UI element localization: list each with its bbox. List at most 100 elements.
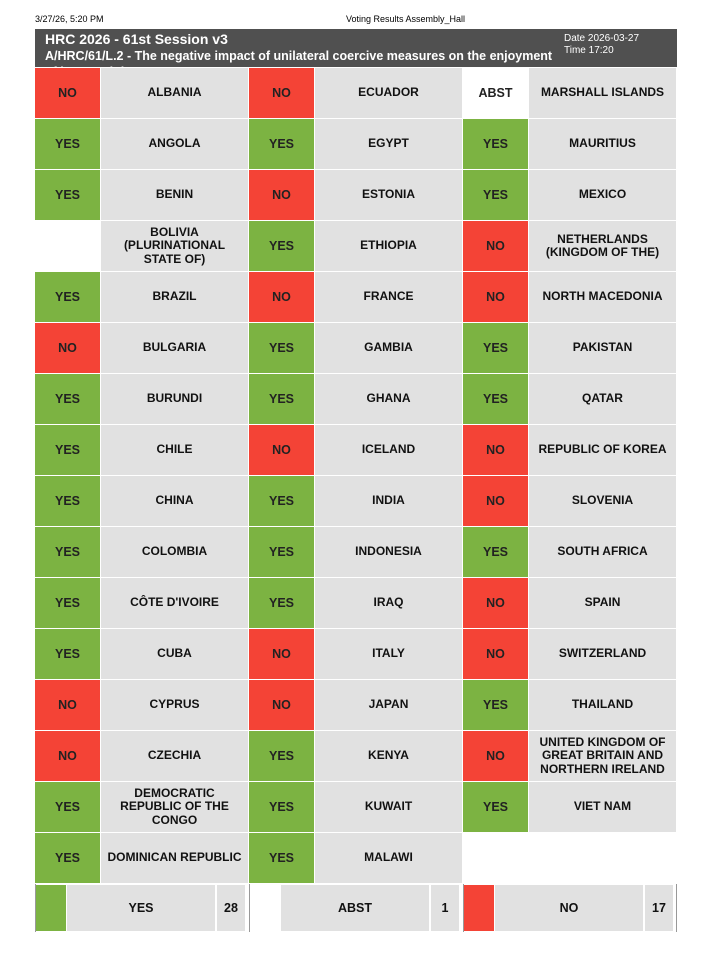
vote-row: NO NORTH MACEDONIA xyxy=(463,272,676,322)
vote-row: YES DEMOCRATIC REPUBLIC OF THE CONGO xyxy=(35,782,248,832)
vote-cell: YES xyxy=(463,323,528,373)
vote-cell: NO xyxy=(463,425,528,475)
country-name: PAKISTAN xyxy=(529,323,676,373)
country-name: SPAIN xyxy=(529,578,676,628)
summary-color-swatch xyxy=(464,885,494,931)
country-name: CHILE xyxy=(101,425,248,475)
country-name: SLOVENIA xyxy=(529,476,676,526)
vote-row: YES EGYPT xyxy=(249,119,462,169)
vote-cell: YES xyxy=(35,476,100,526)
vote-row: NO SLOVENIA xyxy=(463,476,676,526)
vote-row: NO BULGARIA xyxy=(35,323,248,373)
vote-cell: ABST xyxy=(463,68,528,118)
vote-row: YES ANGOLA xyxy=(35,119,248,169)
country-name: CUBA xyxy=(101,629,248,679)
country-name: DOMINICAN REPUBLIC xyxy=(101,833,248,883)
country-name: INDONESIA xyxy=(315,527,462,577)
country-name: NORTH MACEDONIA xyxy=(529,272,676,322)
vote-cell: NO xyxy=(249,68,314,118)
vote-cell: NO xyxy=(463,578,528,628)
summary-color-swatch xyxy=(36,885,66,931)
country-name: EGYPT xyxy=(315,119,462,169)
vote-cell: YES xyxy=(249,374,314,424)
vote-row: NO SWITZERLAND xyxy=(463,629,676,679)
country-name: ALBANIA xyxy=(101,68,248,118)
vote-time: Time 17:20 xyxy=(564,44,614,56)
vote-row: YES SOUTH AFRICA xyxy=(463,527,676,577)
vote-cell: YES xyxy=(35,425,100,475)
vote-cell: NO xyxy=(249,170,314,220)
vote-cell: NO xyxy=(249,629,314,679)
country-name: MALAWI xyxy=(315,833,462,883)
country-name: IRAQ xyxy=(315,578,462,628)
vote-cell: NO xyxy=(35,680,100,730)
session-title: HRC 2026 - 61st Session v3 xyxy=(45,31,228,47)
summary-no: NO 17 xyxy=(463,884,677,932)
print-datetime: 3/27/26, 5:20 PM xyxy=(35,14,104,24)
country-name: QATAR xyxy=(529,374,676,424)
vote-cell: YES xyxy=(249,578,314,628)
vote-row: NO NETHERLANDS (KINGDOM OF THE) xyxy=(463,221,676,271)
summary-label: ABST xyxy=(281,885,429,931)
vote-row: NO SPAIN xyxy=(463,578,676,628)
vote-cell: NO xyxy=(35,323,100,373)
vote-row: NO ECUADOR xyxy=(249,68,462,118)
vote-cell: YES xyxy=(249,119,314,169)
vote-row: NO CZECHIA xyxy=(35,731,248,781)
vote-cell: YES xyxy=(35,578,100,628)
country-name: FRANCE xyxy=(315,272,462,322)
summary-divider xyxy=(463,884,464,932)
country-name: BENIN xyxy=(101,170,248,220)
vote-cell: YES xyxy=(249,782,314,832)
country-name: GAMBIA xyxy=(315,323,462,373)
vote-cell: YES xyxy=(35,629,100,679)
vote-row: YES MAURITIUS xyxy=(463,119,676,169)
summary-color-swatch xyxy=(250,885,280,931)
vote-row: YES KENYA xyxy=(249,731,462,781)
vote-row: YES THAILAND xyxy=(463,680,676,730)
vote-summary: YES 28 ABST 1 NO 17 xyxy=(35,884,677,932)
vote-results-grid: NO ALBANIA YES ANGOLA YES BENIN BOLIVIA (PLURI… xyxy=(35,68,677,884)
vote-row: YES CHINA xyxy=(35,476,248,526)
vote-cell: NO xyxy=(35,68,100,118)
vote-row: NO REPUBLIC OF KOREA xyxy=(463,425,676,475)
vote-row: YES BRAZIL xyxy=(35,272,248,322)
vote-cell: YES xyxy=(463,680,528,730)
country-name: BOLIVIA (PLURINATIONAL STATE OF) xyxy=(101,221,248,271)
vote-row: NO ESTONIA xyxy=(249,170,462,220)
country-name: BRAZIL xyxy=(101,272,248,322)
vote-row: YES MEXICO xyxy=(463,170,676,220)
vote-column: ABST MARSHALL ISLANDS YES MAURITIUS YES MEXIC… xyxy=(463,68,677,884)
country-name: INDIA xyxy=(315,476,462,526)
vote-cell: YES xyxy=(35,119,100,169)
vote-row: NO ALBANIA xyxy=(35,68,248,118)
print-header: 3/27/26, 5:20 PM Voting Results Assembly… xyxy=(0,10,710,24)
vote-cell: YES xyxy=(249,833,314,883)
vote-cell: YES xyxy=(35,782,100,832)
country-name: MEXICO xyxy=(529,170,676,220)
resolution-title: A/HRC/61/L.2 - The negative impact of un… xyxy=(45,49,553,67)
country-name: THAILAND xyxy=(529,680,676,730)
summary-divider xyxy=(676,884,677,932)
vote-cell: YES xyxy=(249,323,314,373)
title-bar: HRC 2026 - 61st Session v3 A/HRC/61/L.2 … xyxy=(35,29,677,67)
vote-row: YES GHANA xyxy=(249,374,462,424)
vote-row: YES VIET NAM xyxy=(463,782,676,832)
country-name: ESTONIA xyxy=(315,170,462,220)
country-name: CYPRUS xyxy=(101,680,248,730)
vote-date: Date 2026-03-27 xyxy=(564,33,640,44)
vote-cell: YES xyxy=(463,374,528,424)
summary-label: NO xyxy=(495,885,643,931)
country-name: ECUADOR xyxy=(315,68,462,118)
country-name: SWITZERLAND xyxy=(529,629,676,679)
print-document-title: Voting Results Assembly_Hall xyxy=(346,14,466,24)
country-name: REPUBLIC OF KOREA xyxy=(529,425,676,475)
vote-cell: NO xyxy=(249,272,314,322)
vote-row: YES BENIN xyxy=(35,170,248,220)
vote-cell: YES xyxy=(249,527,314,577)
country-name: MARSHALL ISLANDS xyxy=(529,68,676,118)
vote-row: YES PAKISTAN xyxy=(463,323,676,373)
vote-row: YES KUWAIT xyxy=(249,782,462,832)
summary-count: 28 xyxy=(217,885,245,931)
country-name: ITALY xyxy=(315,629,462,679)
